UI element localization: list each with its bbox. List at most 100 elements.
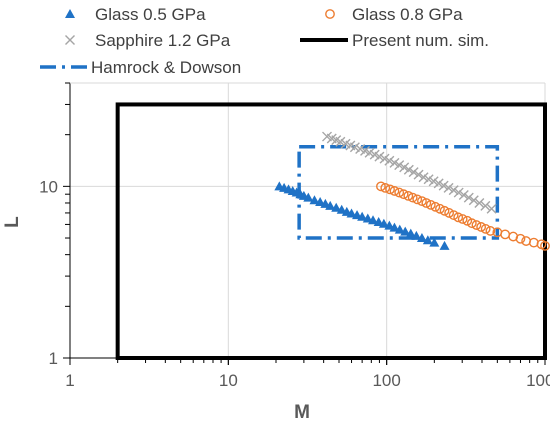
x-marker-stroke [413, 169, 424, 180]
data-point [376, 181, 386, 192]
x-marker-stroke [322, 131, 333, 142]
data-point [480, 200, 491, 211]
x-marker-stroke [384, 155, 395, 166]
x-marker-stroke [433, 178, 444, 189]
y-tick-label: 10 [39, 177, 58, 196]
data-point [364, 147, 375, 158]
data-point [421, 198, 432, 208]
data-point [394, 187, 405, 198]
x-marker-stroke [403, 164, 414, 175]
data-point [428, 176, 439, 187]
x-marker-stroke [474, 197, 485, 208]
x-marker-stroke [335, 136, 346, 147]
data-point [411, 230, 422, 240]
legend-label: Sapphire 1.2 GPa [95, 31, 231, 50]
data-point [400, 226, 411, 236]
x-marker-stroke [360, 145, 371, 156]
data-point [309, 195, 320, 205]
data-point [439, 240, 450, 250]
data-point [480, 224, 491, 234]
data-point [374, 151, 385, 162]
data-point [412, 194, 423, 205]
data-point [389, 186, 400, 196]
data-point [335, 136, 346, 147]
legend-entry: Sapphire 1.2 GPa [65, 31, 231, 50]
data-point [422, 235, 433, 245]
x-marker-stroke [408, 167, 419, 178]
data-point [453, 187, 464, 198]
data-point [368, 215, 379, 225]
x-tick-label: 1 [65, 371, 74, 390]
data-point [394, 160, 405, 171]
x-tick-label: 10 [219, 371, 238, 390]
series-glass-0-8-gpa [376, 181, 550, 251]
x-marker-stroke [364, 147, 375, 158]
data-point [474, 197, 485, 208]
tick-labels: 1 10 100 1000 1 10 [39, 177, 550, 390]
data-point [485, 226, 496, 236]
data-point [384, 155, 395, 166]
x-tick-label: 100 [372, 371, 400, 390]
y-axis-title: L [2, 216, 23, 228]
legend-entry: Glass 0.8 GPa [325, 5, 463, 24]
data-point [471, 220, 482, 230]
legend-entry: Glass 0.5 GPa [65, 5, 206, 24]
data-point [439, 205, 450, 216]
data-point [416, 233, 427, 243]
legend-entry: Present num. sim. [300, 31, 489, 50]
data-point [448, 210, 459, 220]
x-marker-stroke [65, 35, 75, 45]
data-point [500, 229, 511, 240]
x-marker-stroke [374, 151, 385, 162]
x-marker-stroke [349, 142, 360, 153]
data-point [443, 182, 454, 193]
legend-label: Hamrock & Dowson [91, 58, 241, 77]
x-marker-stroke [331, 135, 342, 146]
data-point [403, 164, 414, 175]
present-sim-region [115, 102, 547, 361]
x-marker-stroke [458, 190, 469, 201]
grid-lines [69, 83, 546, 359]
x-axis-title: M [294, 402, 310, 423]
data-point [540, 240, 550, 251]
legend-symbol [65, 35, 75, 45]
data-point [403, 190, 414, 201]
data-markers [274, 131, 550, 251]
data-point [331, 202, 342, 212]
data-point [515, 233, 526, 244]
x-marker-stroke [355, 144, 366, 155]
x-marker-stroke [369, 149, 380, 160]
x-marker-stroke [453, 187, 464, 198]
x-marker-stroke [448, 185, 459, 196]
data-point [425, 199, 436, 210]
x-marker-stroke [345, 140, 356, 151]
legend-label: Glass 0.5 GPa [95, 5, 206, 24]
data-point [466, 218, 477, 229]
x-marker-stroke [463, 192, 474, 203]
x-marker-stroke [394, 160, 405, 171]
data-point [346, 208, 357, 218]
data-point [435, 203, 445, 214]
data-point [417, 196, 427, 207]
x-marker-stroke [418, 172, 429, 183]
x-marker-stroke [340, 138, 351, 149]
x-marker-stroke [399, 162, 410, 173]
x-marker-stroke [326, 133, 337, 144]
data-point [389, 222, 400, 232]
data-point [429, 237, 440, 247]
data-point [458, 190, 469, 201]
data-point [398, 189, 409, 200]
x-tick-label: 1000 [526, 371, 550, 390]
data-point [315, 197, 326, 207]
data-point [444, 208, 455, 218]
legend-symbol [325, 9, 335, 19]
data-point [394, 224, 405, 234]
data-point [349, 142, 360, 153]
x-marker-stroke [438, 180, 449, 191]
x-marker-stroke [486, 203, 497, 214]
data-point [430, 201, 441, 212]
data-point [423, 174, 434, 185]
data-point [405, 228, 416, 238]
x-marker-stroke [423, 174, 434, 185]
